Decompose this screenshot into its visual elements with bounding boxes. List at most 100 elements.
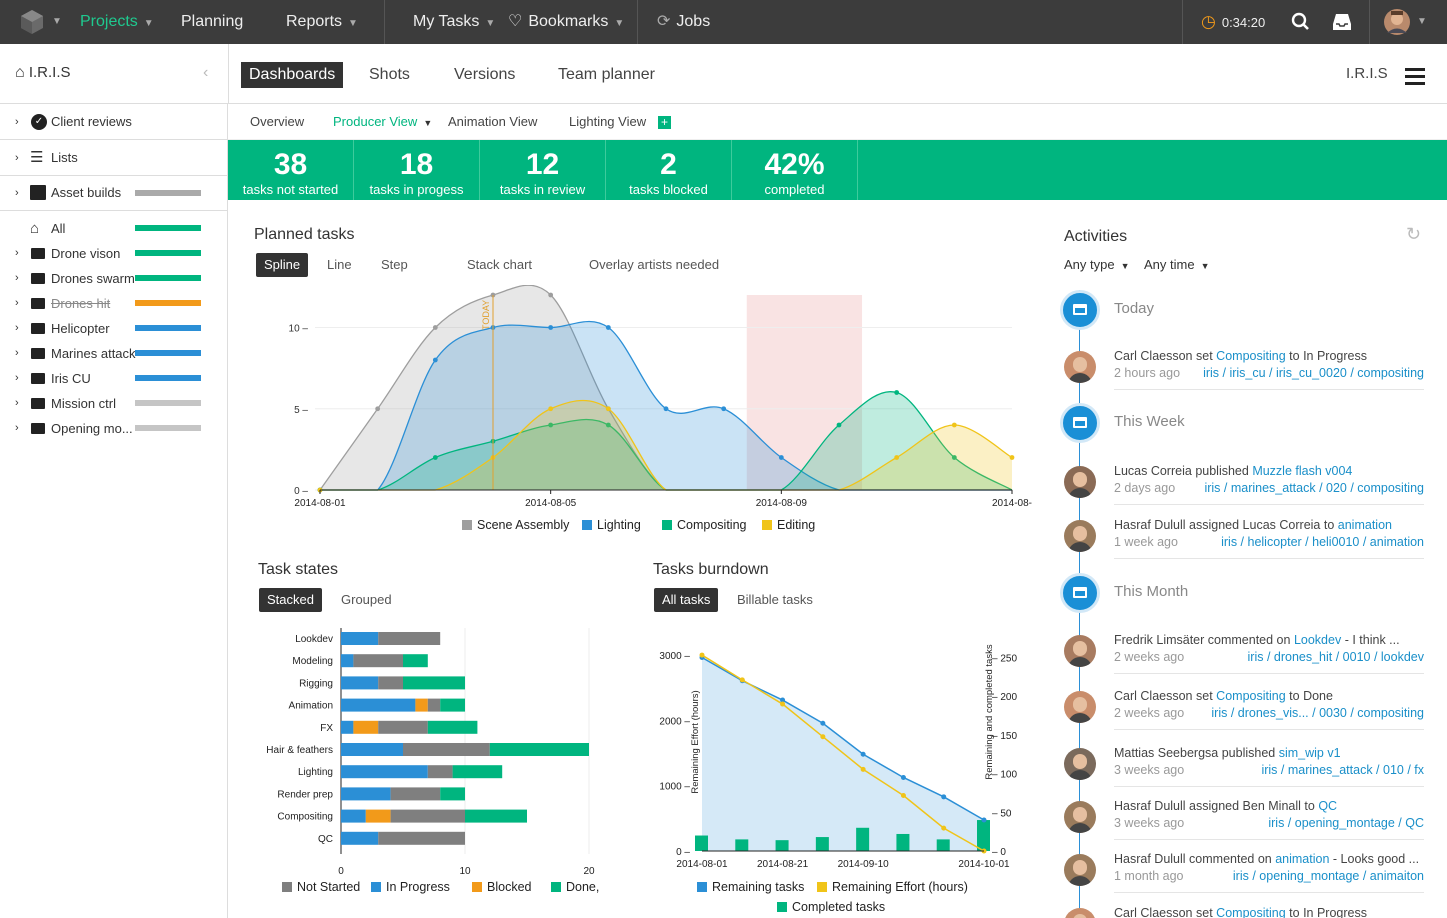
activity-object-link[interactable]: Lookdev — [1293, 633, 1342, 647]
mode-spline-button[interactable]: Spline — [256, 253, 309, 277]
tab-animation-view[interactable]: Animation View — [448, 114, 538, 129]
mode-billable-tasks-button[interactable]: Billable tasks — [737, 592, 813, 607]
refresh-icon[interactable]: ↻ — [1406, 224, 1422, 244]
tab-lighting-view[interactable]: Lighting View — [569, 114, 647, 129]
bar-segment[interactable] — [341, 698, 416, 712]
bar-segment[interactable] — [440, 698, 465, 712]
avatar[interactable] — [1064, 691, 1096, 723]
tab-overview[interactable]: Overview — [250, 114, 305, 129]
bar-segment[interactable] — [427, 698, 441, 712]
activity-object-link[interactable]: Compositing — [1216, 689, 1286, 703]
nav-jobs[interactable]: ⟳ Jobs — [657, 0, 710, 44]
tab-shots[interactable]: Shots — [369, 66, 410, 83]
activity-path-link[interactable]: iris / helicopter / heli0010 / animation — [1221, 535, 1424, 549]
activity-path-link[interactable]: iris / opening_montage / QC — [1268, 816, 1424, 830]
data-point[interactable] — [981, 817, 987, 823]
stat-card[interactable]: 12 tasks in review — [480, 140, 606, 200]
legend-item[interactable]: Scene Assembly — [462, 518, 569, 532]
data-point[interactable] — [699, 652, 705, 658]
bar-segment[interactable] — [341, 809, 366, 823]
legend-item[interactable]: Not Started — [282, 880, 360, 894]
activity-user[interactable]: Hasraf Dulull — [1114, 518, 1186, 532]
activity-object-link[interactable]: Compositing — [1216, 906, 1286, 918]
activity-time-filter[interactable]: Any time ▼ — [1144, 257, 1210, 272]
activity-path-link[interactable]: iris / marines_attack / 020 / compositin… — [1204, 481, 1424, 495]
sidebar-item-helicopter[interactable]: › Helicopter — [0, 316, 227, 341]
bar-segment[interactable] — [341, 676, 379, 690]
nav-planning[interactable]: Planning — [181, 13, 244, 30]
data-point[interactable] — [375, 406, 381, 412]
bar-segment[interactable] — [427, 720, 478, 734]
bar-segment[interactable] — [403, 654, 428, 668]
sidebar-item-marines-attack[interactable]: › Marines attack — [0, 341, 227, 366]
activity-path-link[interactable]: iris / opening_montage / animaiton — [1232, 869, 1424, 883]
nav-my-tasks[interactable]: My Tasks ▼ — [413, 0, 495, 44]
avatar[interactable] — [1064, 908, 1096, 918]
user-menu-chevron-icon[interactable]: ▼ — [1417, 16, 1427, 27]
tab-dashboards[interactable]: Dashboards — [241, 62, 344, 88]
mode-all-tasks-button[interactable]: All tasks — [654, 588, 719, 612]
data-point[interactable] — [778, 455, 784, 460]
app-logo-icon[interactable] — [18, 0, 46, 44]
data-point[interactable] — [1009, 455, 1015, 460]
data-point[interactable] — [836, 422, 842, 428]
data-point[interactable] — [432, 325, 438, 330]
search-icon[interactable] — [1291, 0, 1311, 44]
bar-segment[interactable] — [353, 654, 403, 668]
activity-object-link[interactable]: animation — [1275, 852, 1330, 866]
activity-user[interactable]: Carl Claesson — [1114, 906, 1193, 918]
legend-item[interactable]: Done, — [551, 880, 599, 894]
completed-bar[interactable] — [896, 833, 910, 851]
mode-stack-chart-button[interactable]: Stack chart — [467, 257, 533, 272]
bar-segment[interactable] — [365, 809, 391, 823]
bar-segment[interactable] — [489, 743, 589, 756]
legend-item[interactable]: Editing — [762, 518, 815, 532]
data-point[interactable] — [780, 701, 786, 707]
bar-segment[interactable] — [341, 632, 379, 645]
bar-segment[interactable] — [378, 831, 465, 845]
sidebar-item-drones-swarm[interactable]: › Drones swarm — [0, 266, 227, 291]
nav-reports[interactable]: Reports ▼ — [286, 0, 358, 44]
nav-bookmarks[interactable]: ♡ Bookmarks ▼ — [508, 0, 624, 44]
data-point[interactable] — [820, 734, 826, 740]
bar-segment[interactable] — [353, 720, 379, 734]
data-point[interactable] — [780, 697, 786, 703]
activity-user[interactable]: Carl Claesson — [1114, 349, 1193, 363]
sidebar-item-drone-vison[interactable]: › Drone vison — [0, 241, 227, 266]
sidebar-item-drones-hit[interactable]: › Drones hit — [0, 291, 227, 316]
sidebar-item-all[interactable]: ⌂ All — [0, 216, 227, 241]
data-point[interactable] — [605, 406, 611, 412]
completed-bar[interactable] — [695, 835, 708, 851]
activity-user[interactable]: Hasraf Dulull — [1114, 799, 1186, 813]
bar-segment[interactable] — [341, 654, 354, 668]
avatar[interactable] — [1064, 748, 1096, 780]
mode-grouped-button[interactable]: Grouped — [341, 592, 392, 607]
activity-path-link[interactable]: iris / iris_cu / iris_cu_0020 / composit… — [1203, 366, 1424, 380]
logo-menu-chevron-icon[interactable]: ▼ — [52, 16, 62, 27]
data-point[interactable] — [432, 357, 438, 363]
bar-segment[interactable] — [427, 765, 453, 779]
sidebar-item-asset-builds[interactable]: › Asset builds — [0, 181, 227, 211]
bar-segment[interactable] — [390, 809, 465, 823]
data-point[interactable] — [860, 751, 866, 757]
completed-bar[interactable] — [775, 840, 789, 851]
add-view-button[interactable]: + — [658, 116, 671, 129]
sidebar-item-opening-mo[interactable]: › Opening mo... — [0, 416, 227, 441]
sidebar-item-mission-ctrl[interactable]: › Mission ctrl — [0, 391, 227, 416]
data-point[interactable] — [894, 455, 900, 460]
stat-card[interactable]: 42% completed — [732, 140, 858, 200]
timer[interactable]: ◷ 0:34:20 — [1201, 0, 1265, 44]
avatar[interactable] — [1064, 466, 1096, 498]
project-switcher[interactable]: I.R.I.S — [1346, 65, 1388, 82]
data-point[interactable] — [432, 455, 438, 460]
data-point[interactable] — [951, 422, 957, 428]
legend-item[interactable]: Remaining tasks — [697, 880, 804, 894]
avatar[interactable] — [1064, 520, 1096, 552]
avatar[interactable] — [1064, 351, 1096, 383]
user-avatar[interactable] — [1383, 0, 1411, 44]
bar-segment[interactable] — [378, 720, 428, 734]
avatar[interactable] — [1064, 635, 1096, 667]
data-point[interactable] — [548, 325, 554, 330]
tab-team-planner[interactable]: Team planner — [558, 66, 655, 83]
bar-segment[interactable] — [341, 831, 379, 845]
